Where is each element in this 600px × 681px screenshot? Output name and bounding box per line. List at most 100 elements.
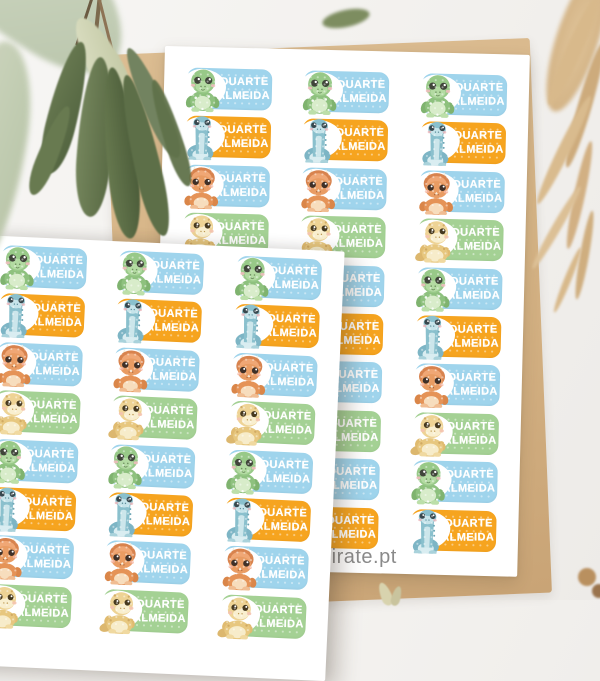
name-line2: ALMEIDA [26, 364, 81, 378]
name-line1: DUARTE [136, 597, 185, 611]
name-line2: ALMEIDA [29, 316, 83, 330]
name-line2: ALMEIDA [250, 617, 304, 631]
name-line2: ALMEIDA [447, 289, 501, 302]
name-line1: DUARTE [449, 323, 498, 336]
olive-stem [75, 0, 96, 47]
name-line2: ALMEIDA [18, 558, 72, 572]
name-line2: ALMEIDA [132, 611, 187, 625]
name-line1: DUARTE [26, 447, 75, 461]
name-line2: ALMEIDA [448, 240, 502, 253]
name-line2: ALMEIDA [146, 321, 200, 335]
name-line2: ALMEIDA [443, 434, 497, 447]
name-line1: DUARTE [143, 452, 192, 466]
name-line1: DUARTE [265, 361, 314, 375]
name-line1: DUARTE [326, 514, 375, 527]
name-line2: ALMEIDA [217, 89, 270, 103]
name-line2: ALMEIDA [331, 189, 385, 202]
name-line1: DUARTE [151, 259, 201, 273]
name-line2: ALMEIDA [266, 278, 320, 292]
pampas-strand [572, 209, 597, 301]
name-line2: ALMEIDA [143, 370, 198, 384]
dried-flower-bud [578, 568, 596, 586]
name-line2: ALMEIDA [442, 482, 496, 495]
name-line1: DUARTE [220, 75, 269, 88]
name-line2: ALMEIDA [257, 472, 311, 486]
name-line1: DUARTE [147, 356, 196, 370]
name-line1: DUARTE [448, 371, 497, 385]
name-line2: ALMEIDA [215, 138, 269, 151]
name-line2: ALMEIDA [20, 509, 74, 523]
name-line1: DUARTE [219, 124, 268, 137]
name-line2: ALMEIDA [446, 337, 499, 350]
name-line2: ALMEIDA [263, 327, 318, 341]
pampas-strand [551, 246, 584, 314]
name-line1: DUARTE [149, 307, 199, 321]
name-line2: ALMEIDA [252, 568, 307, 582]
name-line1: DUARTE [451, 226, 500, 239]
name-line2: ALMEIDA [451, 95, 505, 108]
name-line2: ALMEIDA [141, 418, 195, 432]
name-line2: ALMEIDA [31, 268, 85, 282]
name-line2: ALMEIDA [255, 520, 309, 534]
name-line1: DUARTE [337, 78, 386, 91]
name-line1: DUARTE [24, 495, 73, 509]
name-line1: DUARTE [454, 130, 503, 143]
name-line2: ALMEIDA [22, 461, 76, 475]
name-line2: ALMEIDA [137, 515, 191, 529]
sticker-sheet-tilted: DUARTE ALMEIDA DUARTE ALMEIDA DUARTE ALMEIDA D… [0, 235, 345, 681]
name-line2: ALMEIDA [135, 563, 189, 577]
name-line2: ALMEIDA [139, 466, 193, 480]
name-line2: ALMEIDA [330, 237, 384, 251]
name-line1: DUARTE [260, 458, 310, 472]
name-line1: DUARTE [450, 275, 499, 288]
name-line1: DUARTE [19, 592, 69, 606]
name-line1: DUARTE [452, 178, 502, 191]
olive-leaf [22, 102, 78, 199]
name-line1: DUARTE [263, 409, 312, 423]
olive-stem [96, 0, 115, 55]
